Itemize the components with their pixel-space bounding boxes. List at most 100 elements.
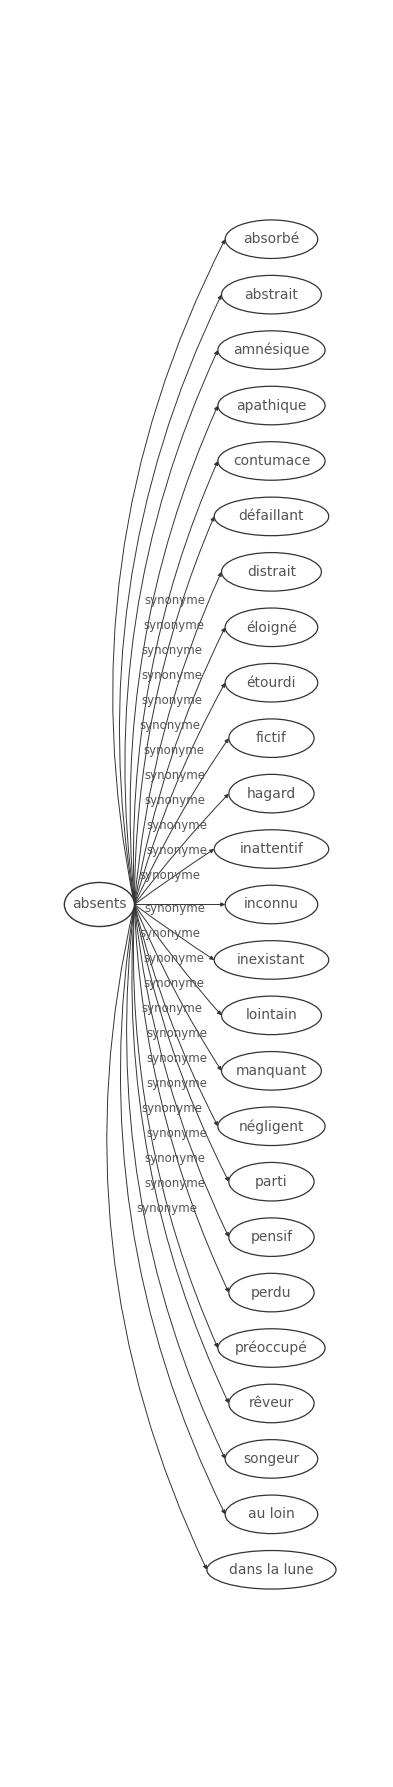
Text: inconnu: inconnu <box>244 897 299 911</box>
Ellipse shape <box>207 1551 336 1589</box>
FancyArrowPatch shape <box>134 904 228 1292</box>
FancyArrowPatch shape <box>134 904 217 1126</box>
FancyArrowPatch shape <box>134 849 213 904</box>
Text: synonyme: synonyme <box>143 977 204 990</box>
Text: absents: absents <box>72 897 127 911</box>
Text: préoccupé: préoccupé <box>235 1340 308 1355</box>
Text: synonyme: synonyme <box>145 595 206 608</box>
Text: synonyme: synonyme <box>145 902 206 915</box>
FancyArrowPatch shape <box>134 904 228 1181</box>
Ellipse shape <box>225 1440 318 1478</box>
Text: synonyme: synonyme <box>145 768 206 783</box>
FancyArrowPatch shape <box>134 684 225 904</box>
Text: synonyme: synonyme <box>147 1028 208 1040</box>
Ellipse shape <box>218 386 325 425</box>
Text: synonyme: synonyme <box>143 952 204 965</box>
Text: rêveur: rêveur <box>249 1396 294 1410</box>
Text: distrait: distrait <box>247 565 296 579</box>
Ellipse shape <box>218 1330 325 1367</box>
Text: synonyme: synonyme <box>140 868 201 883</box>
FancyArrowPatch shape <box>134 904 221 1015</box>
FancyArrowPatch shape <box>134 629 225 904</box>
Text: parti: parti <box>255 1174 288 1188</box>
FancyArrowPatch shape <box>113 239 225 904</box>
Text: absorbé: absorbé <box>243 232 299 247</box>
Text: synonyme: synonyme <box>147 1126 208 1140</box>
Ellipse shape <box>225 608 318 647</box>
Text: synonyme: synonyme <box>147 818 208 833</box>
FancyArrowPatch shape <box>125 350 217 904</box>
Text: songeur: songeur <box>243 1451 299 1465</box>
FancyArrowPatch shape <box>134 740 228 904</box>
FancyArrowPatch shape <box>127 904 225 1458</box>
Text: étourdi: étourdi <box>247 675 296 690</box>
FancyArrowPatch shape <box>119 295 221 904</box>
FancyArrowPatch shape <box>134 795 228 904</box>
Ellipse shape <box>225 220 318 259</box>
Text: hagard: hagard <box>247 786 296 801</box>
Text: synonyme: synonyme <box>141 645 202 658</box>
Text: synonyme: synonyme <box>136 1201 198 1215</box>
Text: synonyme: synonyme <box>141 1003 202 1015</box>
FancyArrowPatch shape <box>133 904 218 1347</box>
Ellipse shape <box>218 441 325 481</box>
Ellipse shape <box>229 1219 314 1256</box>
Ellipse shape <box>229 774 314 813</box>
Text: synonyme: synonyme <box>147 843 208 858</box>
Text: abstrait: abstrait <box>244 288 298 302</box>
Text: synonyme: synonyme <box>140 927 201 940</box>
Ellipse shape <box>225 663 318 702</box>
Text: synonyme: synonyme <box>147 1078 208 1090</box>
Text: pensif: pensif <box>250 1229 292 1244</box>
FancyArrowPatch shape <box>134 518 214 904</box>
Text: synonyme: synonyme <box>143 743 204 758</box>
Text: inattentif: inattentif <box>239 842 303 856</box>
Text: synonyme: synonyme <box>141 695 202 708</box>
Ellipse shape <box>222 995 321 1035</box>
Text: synonyme: synonyme <box>145 1176 206 1190</box>
Text: au loin: au loin <box>248 1508 295 1521</box>
FancyArrowPatch shape <box>132 904 228 1403</box>
Ellipse shape <box>225 1496 318 1533</box>
Ellipse shape <box>214 829 329 868</box>
FancyArrowPatch shape <box>134 904 221 1070</box>
Ellipse shape <box>225 885 318 924</box>
Ellipse shape <box>222 275 321 315</box>
Text: contumace: contumace <box>233 454 310 468</box>
FancyArrowPatch shape <box>133 463 218 904</box>
Text: dans la lune: dans la lune <box>229 1564 314 1576</box>
FancyArrowPatch shape <box>134 904 213 960</box>
Text: défaillant: défaillant <box>239 509 304 524</box>
Text: synonyme: synonyme <box>143 620 204 633</box>
FancyArrowPatch shape <box>134 574 221 904</box>
Text: perdu: perdu <box>251 1285 292 1299</box>
Ellipse shape <box>218 331 325 370</box>
Ellipse shape <box>229 1274 314 1312</box>
FancyArrowPatch shape <box>134 904 228 1237</box>
Text: lointain: lointain <box>246 1008 298 1022</box>
Text: éloigné: éloigné <box>246 620 297 634</box>
Text: synonyme: synonyme <box>145 793 206 808</box>
Text: manquant: manquant <box>236 1063 307 1078</box>
Ellipse shape <box>229 1162 314 1201</box>
Ellipse shape <box>229 718 314 758</box>
Text: synonyme: synonyme <box>141 1103 202 1115</box>
Ellipse shape <box>222 1051 321 1090</box>
FancyArrowPatch shape <box>107 904 206 1569</box>
Text: apathique: apathique <box>236 399 307 413</box>
Text: fictif: fictif <box>256 731 287 745</box>
Ellipse shape <box>218 1106 325 1145</box>
Text: synonyme: synonyme <box>140 718 201 733</box>
Text: synonyme: synonyme <box>147 1053 208 1065</box>
FancyArrowPatch shape <box>134 902 224 906</box>
FancyArrowPatch shape <box>130 406 218 904</box>
FancyArrowPatch shape <box>120 904 225 1514</box>
Text: négligent: négligent <box>239 1119 304 1133</box>
Ellipse shape <box>214 497 329 536</box>
Ellipse shape <box>214 940 329 979</box>
Text: synonyme: synonyme <box>145 1151 206 1165</box>
Text: amnésique: amnésique <box>233 343 310 357</box>
Text: synonyme: synonyme <box>141 670 202 683</box>
Text: inexistant: inexistant <box>237 952 306 967</box>
Ellipse shape <box>229 1385 314 1422</box>
